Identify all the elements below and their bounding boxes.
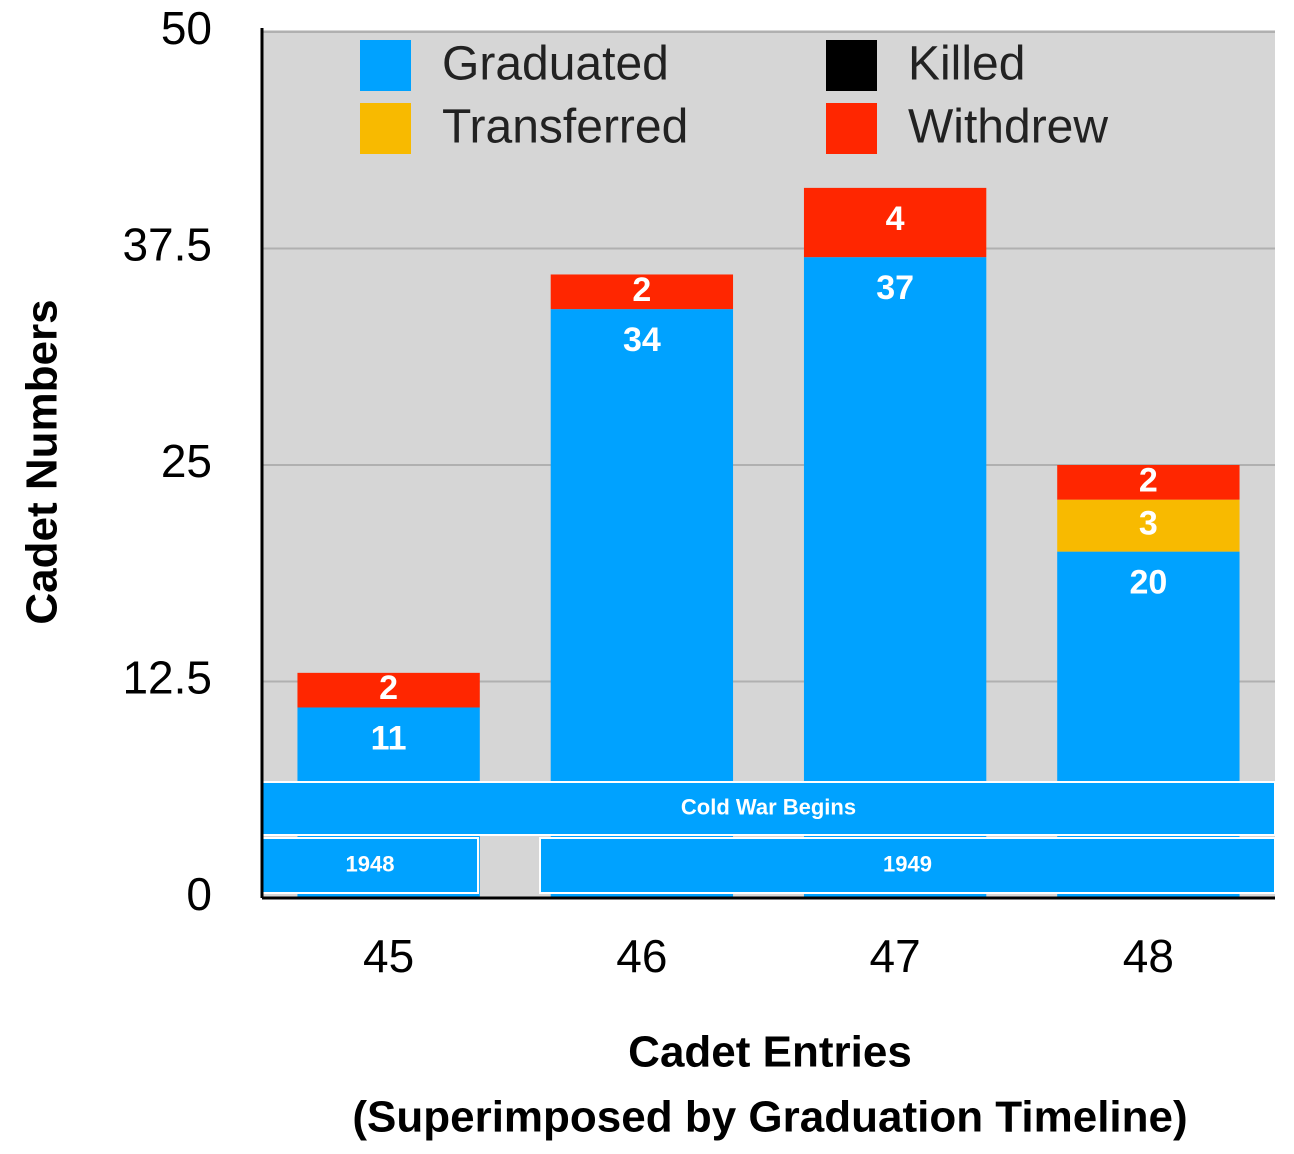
legend-swatch — [360, 103, 411, 154]
y-tick-label: 25 — [161, 435, 212, 487]
timeline-box — [261, 837, 479, 894]
timeline-label: 1949 — [883, 851, 932, 876]
legend-label: Withdrew — [908, 101, 1108, 154]
bar-segment — [1057, 465, 1240, 500]
x-tick-label: 46 — [616, 930, 667, 982]
legend-label: Graduated — [442, 38, 669, 91]
y-tick-label: 0 — [186, 868, 212, 920]
data-label: 20 — [1129, 564, 1167, 602]
legend-swatch — [826, 40, 877, 91]
x-tick-label: 48 — [1123, 930, 1174, 982]
timeline-label: Cold War Begins — [681, 794, 856, 819]
data-label: 4 — [886, 200, 905, 238]
data-label: 3 — [1139, 505, 1158, 543]
data-label: 2 — [1139, 461, 1158, 499]
x-tick-label: 47 — [870, 930, 921, 982]
x-axis-subtitle: (Superimposed by Graduation Timeline) — [352, 1093, 1187, 1142]
data-label: 11 — [371, 719, 407, 757]
x-axis-title: Cadet Entries — [628, 1028, 912, 1077]
data-label: 2 — [632, 271, 651, 309]
bar-segment — [803, 187, 987, 258]
bar-segment — [550, 274, 734, 310]
bar-segment — [297, 672, 480, 708]
legend-label: Killed — [908, 38, 1025, 91]
bar-segment — [1057, 499, 1240, 552]
legend-swatch — [826, 103, 877, 154]
data-label: 2 — [379, 669, 398, 707]
y-tick-label: 12.5 — [122, 652, 212, 704]
legend-label: Transferred — [442, 101, 688, 154]
timeline-label: 1948 — [346, 851, 395, 876]
data-label: 37 — [876, 269, 914, 307]
y-tick-label: 37.5 — [122, 219, 212, 271]
x-tick-label: 45 — [363, 930, 414, 982]
y-axis-title: Cadet Numbers — [18, 299, 67, 624]
y-tick-label: 50 — [161, 2, 212, 54]
data-label: 34 — [623, 321, 661, 359]
timeline-box — [539, 837, 1276, 894]
timeline-box — [261, 781, 1276, 836]
legend-swatch — [360, 40, 411, 91]
